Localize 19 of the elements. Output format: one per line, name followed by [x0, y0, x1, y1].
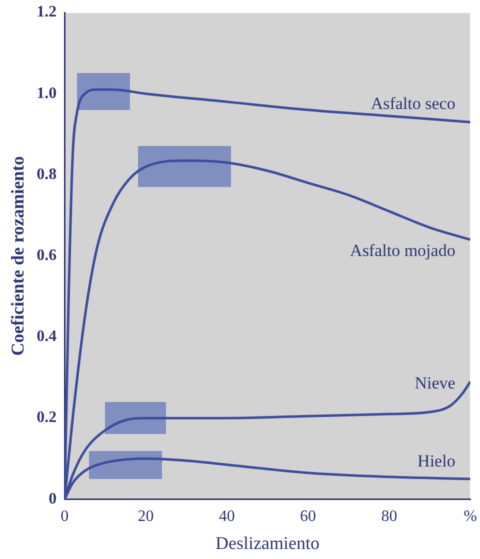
y-tick-label: 0.6	[36, 247, 57, 264]
x-tick-label: 40	[218, 508, 235, 526]
series-label: Nieve	[414, 374, 456, 393]
series-label: Asfalto mojado	[350, 241, 456, 260]
y-tick-label: 0	[48, 490, 57, 508]
y-tick-label: 0.2	[36, 409, 57, 426]
x-tick-label: %	[464, 508, 477, 526]
series-label: Asfalto seco	[370, 94, 456, 113]
x-axis-title: Deslizamiento	[215, 532, 320, 553]
x-tick-label: 60	[300, 508, 316, 526]
y-axis-title: Coeficiente de rozamiento	[7, 156, 28, 356]
x-tick-label: 20	[138, 508, 154, 526]
y-tick-label: 1.2	[36, 4, 57, 21]
x-tick-label: 80	[381, 508, 398, 526]
series-label: Hielo	[418, 452, 456, 471]
x-tick-label: 0	[60, 508, 69, 526]
y-tick-label: 0.8	[36, 166, 57, 183]
y-tick-label: 0.4	[36, 328, 57, 346]
y-tick-label: 1.0	[36, 84, 57, 102]
